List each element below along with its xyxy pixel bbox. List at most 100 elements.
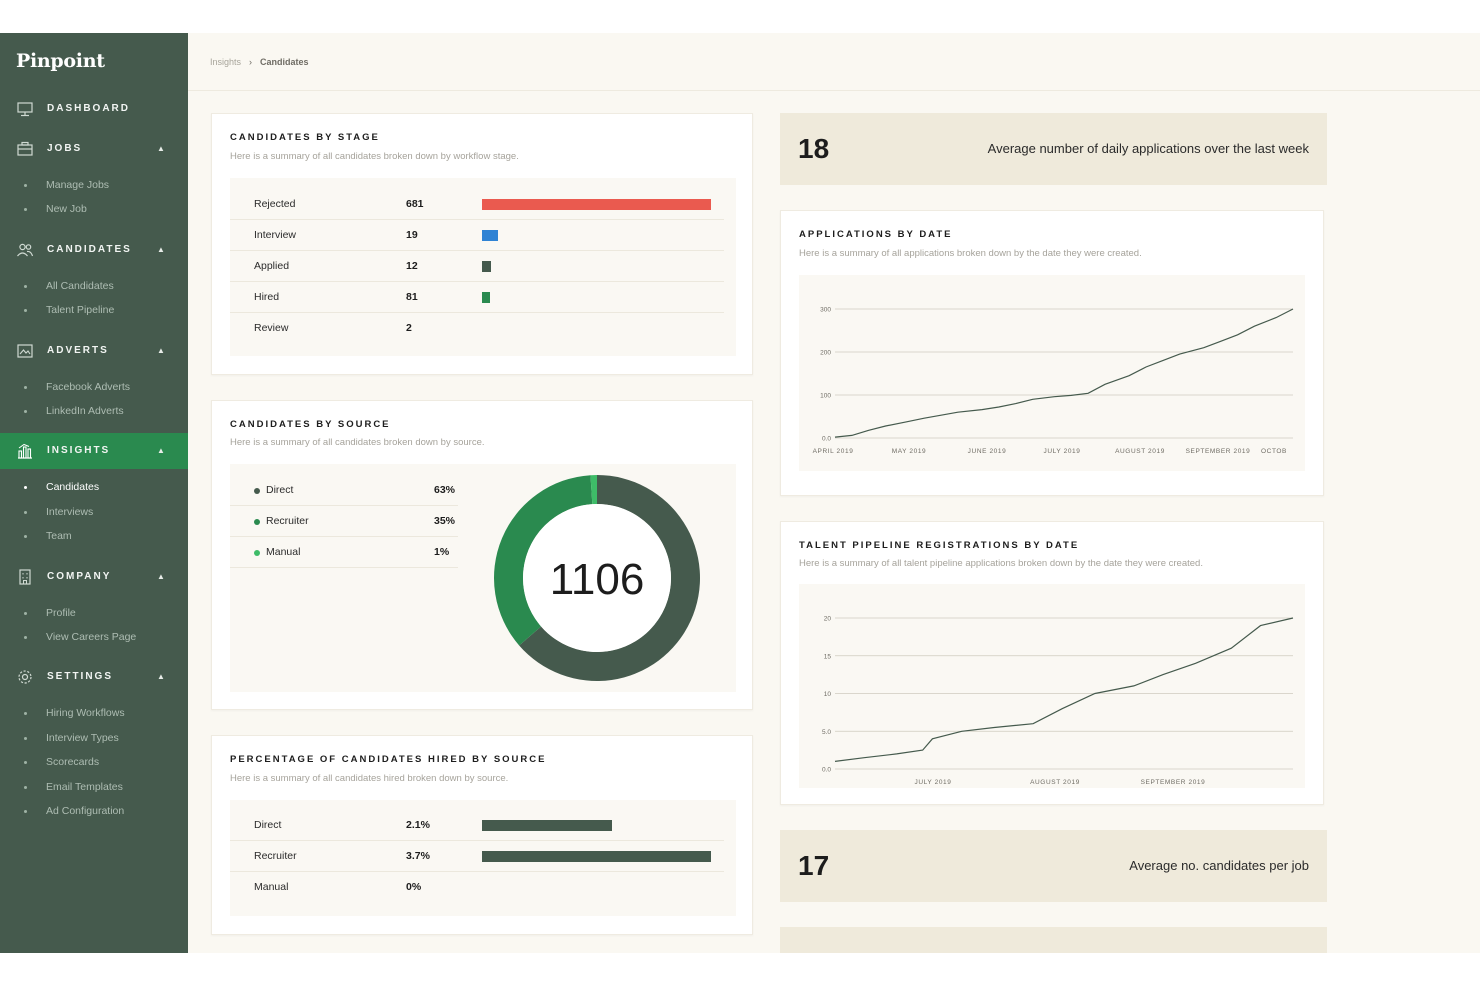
sidebar-item-profile[interactable]: Profile	[0, 601, 188, 625]
sidebar-item-facebook-adverts[interactable]: Facebook Adverts	[0, 375, 188, 399]
row-value: 2.1%	[406, 819, 430, 831]
card-title: PERCENTAGE OF CANDIDATES HIRED BY SOURCE	[230, 754, 547, 765]
sidebar-item-ad-configuration[interactable]: Ad Configuration	[0, 799, 188, 823]
sidebar-section-adverts[interactable]: ADVERTS ▲	[0, 333, 188, 369]
x-tick-label: JULY 2019	[915, 779, 952, 786]
y-tick-label: 0.0	[822, 436, 831, 443]
chevron-up-icon[interactable]: ▲	[157, 672, 165, 682]
sidebar-section-company[interactable]: COMPANY ▲	[0, 559, 188, 595]
stage-bar	[482, 230, 498, 241]
row-label[interactable]: Interview	[254, 229, 297, 241]
sidebar-item-label: New Job	[46, 203, 87, 216]
legend-row: Direct 63%	[230, 475, 458, 506]
table-row: Applied 12	[230, 251, 724, 282]
bullet-icon	[24, 385, 27, 389]
sidebar-item-team[interactable]: Team	[0, 524, 188, 548]
bullet-icon	[24, 208, 27, 212]
legend-row: Recruiter 35%	[230, 506, 458, 537]
donut-slice-manual[interactable]	[590, 475, 597, 505]
sidebar-item-label: Interviews	[46, 505, 94, 518]
sidebar-section-label: INSIGHTS	[47, 445, 111, 457]
chevron-up-icon[interactable]: ▲	[157, 446, 165, 456]
sidebar-item-interview-types[interactable]: Interview Types	[0, 726, 188, 750]
sidebar-section-label: CANDIDATES	[47, 243, 132, 255]
sidebar-item-email-templates[interactable]: Email Templates	[0, 775, 188, 799]
row-value: 12	[406, 260, 418, 272]
hired-bar	[482, 820, 612, 831]
x-tick-label: JULY 2019	[1044, 448, 1081, 455]
sidebar-section-label: DASHBOARD	[47, 103, 130, 114]
candidates-per-job-stat: 17 Average no. candidates per job	[780, 830, 1327, 902]
series-line	[834, 308, 1294, 438]
app-logo[interactable]: Pinpoint	[16, 50, 105, 72]
pipeline-line-chart: 0.0 5.0 10 15 20 JULY 2019 AUGUST 2019 SEPTEMBE…	[822, 616, 1294, 786]
card-subtitle: Here is a summary of all candidates brok…	[230, 437, 485, 448]
bullet-icon	[24, 761, 27, 765]
card-subtitle: Here is a summary of all applications br…	[799, 248, 1142, 259]
sidebar-section-dashboard[interactable]: DASHBOARD	[0, 91, 188, 127]
row-label[interactable]: Rejected	[254, 198, 296, 210]
sidebar-item-label: Hiring Workflows	[46, 707, 125, 720]
row-label: Recruiter	[254, 850, 297, 862]
chart-panel: 0.0 100 200 300 APRIL 2019 MAY 2019 JUNE 2019 J…	[799, 275, 1305, 471]
sidebar-item-scorecards[interactable]: Scorecards	[0, 750, 188, 774]
sidebar-item-talent-pipeline[interactable]: Talent Pipeline	[0, 298, 188, 322]
sidebar-section-insights[interactable]: INSIGHTS ▲	[0, 433, 188, 470]
bullet-icon	[24, 284, 27, 288]
sidebar-item-label: Email Templates	[46, 780, 123, 793]
breadcrumb: Insights › Candidates	[210, 57, 309, 67]
legend-swatch	[254, 488, 260, 494]
x-tick-label: SEPTEMBER 2019	[1186, 448, 1251, 455]
breadcrumb-current: Candidates	[260, 57, 309, 67]
sidebar-section-jobs[interactable]: JOBS ▲	[0, 131, 188, 167]
table-row: Hired 81	[230, 282, 724, 313]
donut-slice-direct[interactable]	[519, 475, 700, 681]
header-divider	[188, 90, 1480, 91]
next-stat-card	[780, 927, 1327, 953]
chevron-up-icon[interactable]: ▲	[157, 144, 165, 153]
y-tick-label: 10	[824, 691, 832, 698]
hired-by-source-card: PERCENTAGE OF CANDIDATES HIRED BY SOURCE…	[211, 735, 753, 935]
card-title: APPLICATIONS BY DATE	[799, 229, 953, 240]
sidebar-item-label: Profile	[46, 606, 76, 619]
app-frame: Pinpoint DASHBOARD JOBS ▲ Manage Jobs New Jo…	[0, 33, 1480, 953]
sidebar-item-all-candidates[interactable]: All Candidates	[0, 274, 188, 298]
stage-bar	[482, 261, 491, 272]
table-row: Rejected 681	[230, 189, 724, 220]
sidebar-item-hiring-workflows[interactable]: Hiring Workflows	[0, 701, 188, 725]
row-label[interactable]: Applied	[254, 260, 290, 272]
sidebar-item-interviews[interactable]: Interviews	[0, 500, 188, 524]
sidebar-section-candidates[interactable]: CANDIDATES ▲	[0, 232, 188, 268]
donut-slice-recruiter[interactable]	[494, 475, 593, 646]
row-label: Direct	[254, 819, 282, 831]
source-donut-chart: 1106	[494, 475, 700, 681]
chevron-up-icon[interactable]: ▲	[157, 345, 165, 355]
daily-applications-stat: 18 Average number of daily applications …	[780, 113, 1327, 185]
sidebar-item-label: Candidates	[46, 481, 100, 494]
sidebar-section-settings[interactable]: SETTINGS ▲	[0, 659, 188, 695]
y-tick-label: 5.0	[822, 729, 831, 736]
chevron-up-icon[interactable]: ▲	[157, 244, 165, 254]
sidebar-item-new-job[interactable]: New Job	[0, 197, 188, 221]
row-value: 2	[406, 322, 412, 334]
breadcrumb-parent[interactable]: Insights	[210, 57, 242, 67]
sidebar-item-view-careers-page[interactable]: View Careers Page	[0, 625, 188, 649]
row-label[interactable]: Review	[254, 322, 289, 334]
chart-panel: 0.0 5.0 10 15 20 JULY 2019 AUGUST 2019 SEPTEMBE…	[799, 584, 1305, 788]
x-tick-label: SEPTEMBER 2019	[1141, 779, 1206, 786]
y-tick-label: 15	[824, 653, 832, 660]
card-title: CANDIDATES BY SOURCE	[230, 419, 391, 430]
bullet-icon	[24, 184, 27, 187]
row-value: 19	[406, 229, 418, 241]
hired-table: Direct 2.1% Recruiter 3.7% Manual 0%	[230, 800, 736, 916]
row-label[interactable]: Hired	[254, 291, 280, 303]
candidates-by-source-card: CANDIDATES BY SOURCE Here is a summary o…	[211, 400, 753, 710]
chevron-up-icon[interactable]: ▲	[157, 571, 165, 581]
sidebar-item-candidates[interactable]: Candidates	[0, 475, 188, 499]
image-icon	[16, 342, 34, 360]
sidebar-item-linkedin-adverts[interactable]: LinkedIn Adverts	[0, 399, 188, 423]
legend-value: 1%	[434, 546, 450, 558]
candidates-by-stage-card: CANDIDATES BY STAGE Here is a summary of…	[211, 113, 753, 375]
sidebar-item-manage-jobs[interactable]: Manage Jobs	[0, 173, 188, 197]
table-row: Manual 0%	[230, 872, 724, 903]
